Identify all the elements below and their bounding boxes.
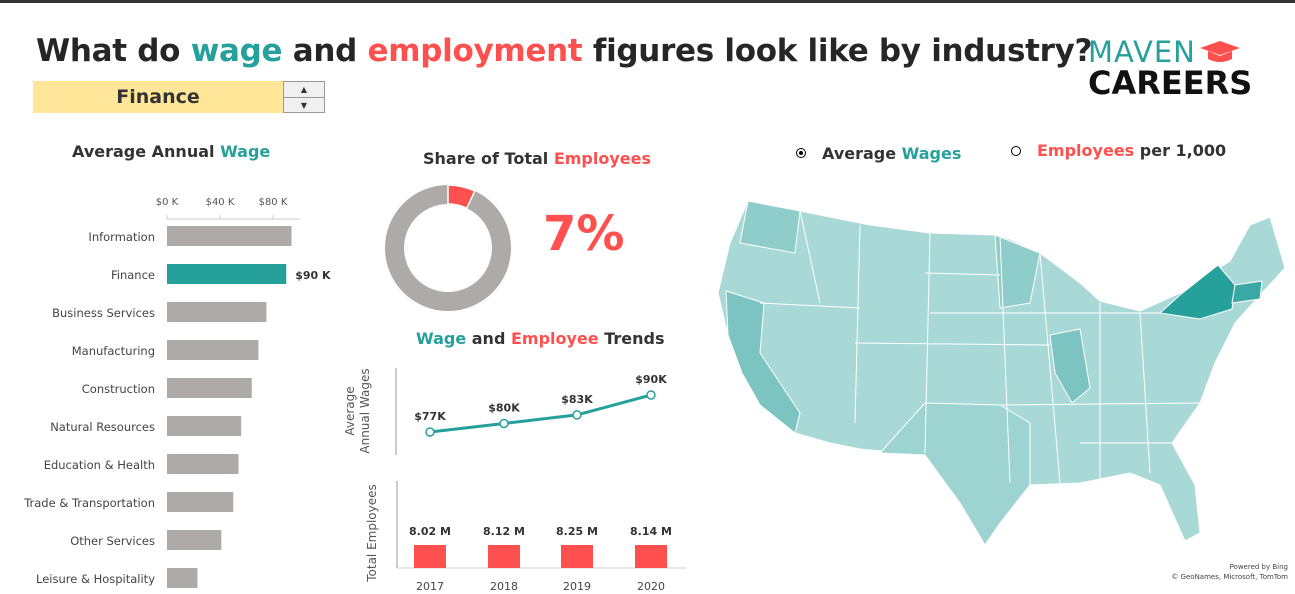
category-label: Natural Resources bbox=[50, 420, 155, 434]
wage-point-label: $90K bbox=[635, 373, 667, 386]
employees-bar bbox=[488, 545, 520, 568]
wage-point bbox=[572, 410, 582, 420]
bar-manufacturing bbox=[167, 340, 259, 360]
bar-construction bbox=[167, 378, 252, 398]
employees-bar-label: 8.02 M bbox=[409, 525, 451, 538]
map-credit-bing: Powered by Bing bbox=[1230, 563, 1288, 571]
year-label: 2017 bbox=[416, 580, 444, 593]
state-washington bbox=[739, 200, 801, 254]
state-texas bbox=[878, 402, 1031, 546]
wage-bar-chart: $0 K $40 K $80 K Information Finance $90 K Bus… bbox=[23, 197, 331, 588]
trend-charts: AverageAnnual Wages Total Employees $77K $8… bbox=[343, 368, 686, 593]
trend-chart-title: Wage and Employee Trends bbox=[416, 329, 665, 348]
wage-axis-label-line2: Annual Wages bbox=[358, 368, 372, 453]
us-outline bbox=[717, 200, 1286, 546]
year-label: 2019 bbox=[563, 580, 591, 593]
x-tick-label: $80 K bbox=[259, 197, 288, 208]
state-new-york bbox=[1158, 264, 1236, 320]
wage-trend-line bbox=[429, 393, 652, 434]
spin-up-button[interactable]: ▲ bbox=[284, 82, 324, 98]
bar-information bbox=[167, 226, 292, 246]
wage-point-label: $80K bbox=[488, 401, 520, 414]
category-label: Construction bbox=[82, 382, 155, 396]
wage-point-label: $83K bbox=[561, 393, 593, 406]
employees-bar-label: 8.25 M bbox=[556, 525, 598, 538]
category-label: Information bbox=[88, 230, 155, 244]
bar-education-health bbox=[167, 454, 239, 474]
bar-leisure-hospitality bbox=[167, 568, 198, 588]
category-label: Finance bbox=[111, 268, 155, 282]
us-map: Powered by Bing © GeoNames, Microsoft, T… bbox=[717, 200, 1288, 581]
radio-employees-label[interactable]: Employees per 1,000 bbox=[1037, 141, 1227, 160]
spin-down-button[interactable]: ▼ bbox=[300, 101, 308, 110]
donut-slice-selected bbox=[447, 184, 476, 210]
employees-bar bbox=[414, 545, 446, 568]
bar-finance bbox=[167, 264, 287, 284]
share-percent: 7% bbox=[543, 206, 625, 262]
employees-axis-label: Total Employees bbox=[365, 484, 379, 583]
state-california bbox=[725, 290, 801, 434]
bar-trade-transportation bbox=[167, 492, 234, 512]
year-label: 2018 bbox=[490, 580, 518, 593]
state-minnesota bbox=[994, 234, 1041, 309]
year-label: 2020 bbox=[637, 580, 665, 593]
state-borders bbox=[759, 210, 1201, 484]
radio-average-wages[interactable] bbox=[796, 148, 806, 158]
employees-bar bbox=[561, 545, 593, 568]
wage-chart-title: Average Annual Wage bbox=[72, 142, 271, 161]
page-title: What do wage and employment figures look… bbox=[36, 33, 1093, 69]
radio-employees-per-1000[interactable] bbox=[1011, 146, 1021, 156]
highlight-value-label: $90 K bbox=[295, 269, 331, 282]
industry-spinner[interactable]: ▲ ▼ bbox=[283, 81, 325, 113]
employees-bar-label: 8.14 M bbox=[630, 525, 672, 538]
x-tick-label: $0 K bbox=[156, 197, 179, 208]
bar-other-services bbox=[167, 530, 222, 550]
graduation-cap-icon bbox=[1200, 41, 1240, 62]
wage-point-label: $77K bbox=[414, 410, 446, 423]
wage-point bbox=[425, 427, 435, 437]
category-label: Trade & Transportation bbox=[23, 496, 155, 510]
share-donut-chart bbox=[385, 184, 511, 311]
industry-selector[interactable]: Finance bbox=[33, 81, 283, 113]
category-label: Manufacturing bbox=[72, 344, 155, 358]
wage-point bbox=[499, 418, 509, 429]
category-label: Leisure & Hospitality bbox=[36, 572, 155, 586]
share-chart-title: Share of Total Employees bbox=[423, 149, 652, 168]
bar-business-services bbox=[167, 302, 267, 322]
category-label: Education & Health bbox=[44, 458, 155, 472]
state-massachusetts bbox=[1231, 280, 1263, 304]
x-tick-label: $40 K bbox=[206, 197, 235, 208]
maven-careers-logo: MAVEN CAREERS bbox=[1088, 35, 1253, 102]
category-label: Business Services bbox=[52, 306, 155, 320]
state-illinois bbox=[1049, 328, 1091, 404]
wage-point bbox=[646, 390, 656, 400]
wage-axis-label-line1: Average bbox=[343, 386, 357, 435]
employees-bar bbox=[635, 545, 667, 568]
wage-axis-label: AverageAnnual Wages bbox=[343, 368, 372, 453]
employees-bar-label: 8.12 M bbox=[483, 525, 525, 538]
radio-average-wages-label[interactable]: Average Wages bbox=[822, 144, 962, 163]
category-label: Other Services bbox=[70, 534, 155, 548]
map-credit-sources: © GeoNames, Microsoft, TomTom bbox=[1171, 573, 1288, 581]
bar-natural-resources bbox=[167, 416, 242, 436]
